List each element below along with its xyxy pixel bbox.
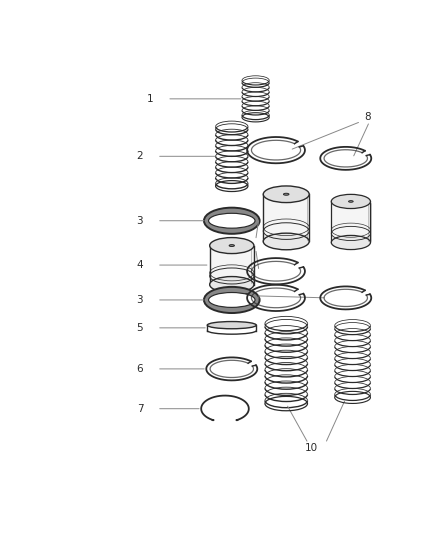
Bar: [263, 194, 308, 241]
Bar: [331, 201, 370, 243]
Ellipse shape: [208, 293, 254, 308]
Text: 1: 1: [146, 94, 153, 104]
Text: 8: 8: [241, 293, 248, 303]
Bar: [209, 246, 253, 285]
Ellipse shape: [209, 238, 253, 254]
Ellipse shape: [207, 321, 256, 329]
Ellipse shape: [204, 287, 259, 313]
Ellipse shape: [263, 233, 308, 250]
Ellipse shape: [209, 277, 253, 293]
Ellipse shape: [331, 236, 370, 249]
Text: 2: 2: [136, 151, 143, 161]
Text: 8: 8: [364, 112, 371, 122]
Text: 3: 3: [136, 216, 143, 226]
Ellipse shape: [229, 245, 234, 247]
Text: 9: 9: [241, 239, 248, 249]
Text: 7: 7: [136, 403, 143, 414]
Text: 6: 6: [136, 364, 143, 374]
Ellipse shape: [283, 193, 288, 195]
Ellipse shape: [331, 195, 370, 208]
Text: 4: 4: [136, 260, 143, 270]
Ellipse shape: [204, 208, 259, 234]
Ellipse shape: [348, 200, 353, 203]
Ellipse shape: [263, 186, 308, 203]
Text: 5: 5: [136, 323, 143, 333]
Text: 3: 3: [136, 295, 143, 305]
Ellipse shape: [208, 213, 254, 228]
Text: 10: 10: [304, 443, 318, 453]
